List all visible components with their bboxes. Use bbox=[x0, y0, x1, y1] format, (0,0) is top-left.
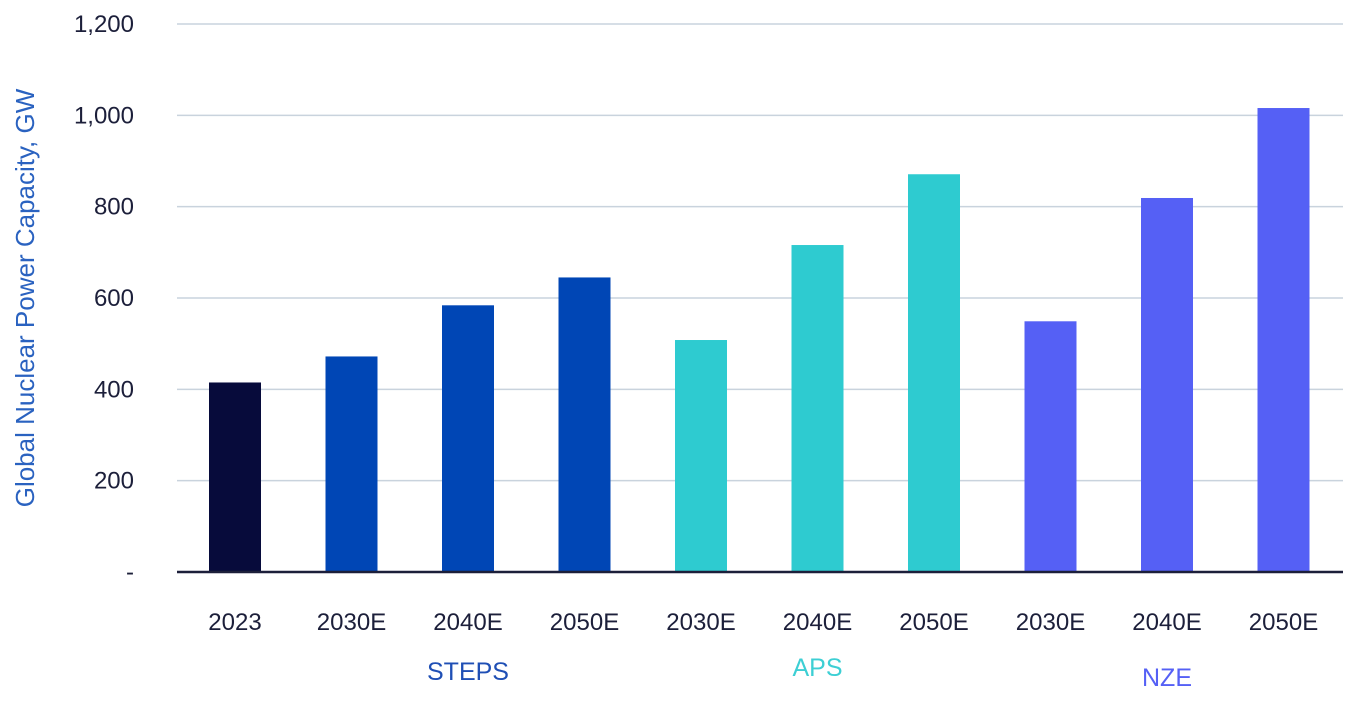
x-tick-label: 2050E bbox=[550, 609, 619, 636]
group-label-nze: NZE bbox=[1142, 664, 1192, 692]
y-tick-label: 1,000 bbox=[74, 102, 134, 129]
x-tick-label: 2023 bbox=[208, 609, 261, 636]
group-label-steps: STEPS bbox=[427, 658, 509, 686]
y-tick-label: 400 bbox=[94, 376, 134, 403]
bar-7 bbox=[1024, 321, 1077, 572]
x-tick-labels: 2023 2030E 2040E 2050E 2030E 2040E 2050E 2030E 2… bbox=[208, 609, 1318, 636]
x-tick-label: 2030E bbox=[1016, 609, 1085, 636]
bar-4 bbox=[675, 340, 727, 572]
y-tick-label: - bbox=[126, 559, 134, 586]
x-tick-label: 2050E bbox=[899, 609, 968, 636]
bar-8 bbox=[1141, 197, 1193, 573]
group-label-aps: APS bbox=[792, 654, 842, 682]
group-labels: STEPS APS NZE bbox=[427, 654, 1192, 692]
bar-1 bbox=[325, 356, 378, 572]
y-tick-label: 600 bbox=[94, 285, 134, 312]
bar-0 bbox=[209, 382, 261, 572]
y-axis-label: Global Nuclear Power Capacity, GW bbox=[10, 88, 40, 507]
bars bbox=[209, 108, 1310, 573]
bar-2 bbox=[442, 305, 494, 572]
bar-5 bbox=[791, 245, 844, 572]
x-tick-label: 2030E bbox=[666, 609, 735, 636]
y-tick-label: 1,200 bbox=[74, 11, 134, 38]
bar-9 bbox=[1257, 108, 1310, 572]
y-tick-labels: - 200 400 600 800 1,000 1,200 bbox=[74, 11, 134, 586]
x-tick-label: 2040E bbox=[1132, 609, 1201, 636]
x-tick-label: 2040E bbox=[783, 609, 852, 636]
x-tick-label: 2030E bbox=[317, 609, 386, 636]
bar-6 bbox=[908, 174, 960, 572]
y-tick-label: 800 bbox=[94, 194, 134, 221]
x-tick-label: 2040E bbox=[433, 609, 502, 636]
x-tick-label: 2050E bbox=[1249, 609, 1318, 636]
bar-3 bbox=[558, 277, 611, 572]
y-tick-label: 200 bbox=[94, 468, 134, 495]
